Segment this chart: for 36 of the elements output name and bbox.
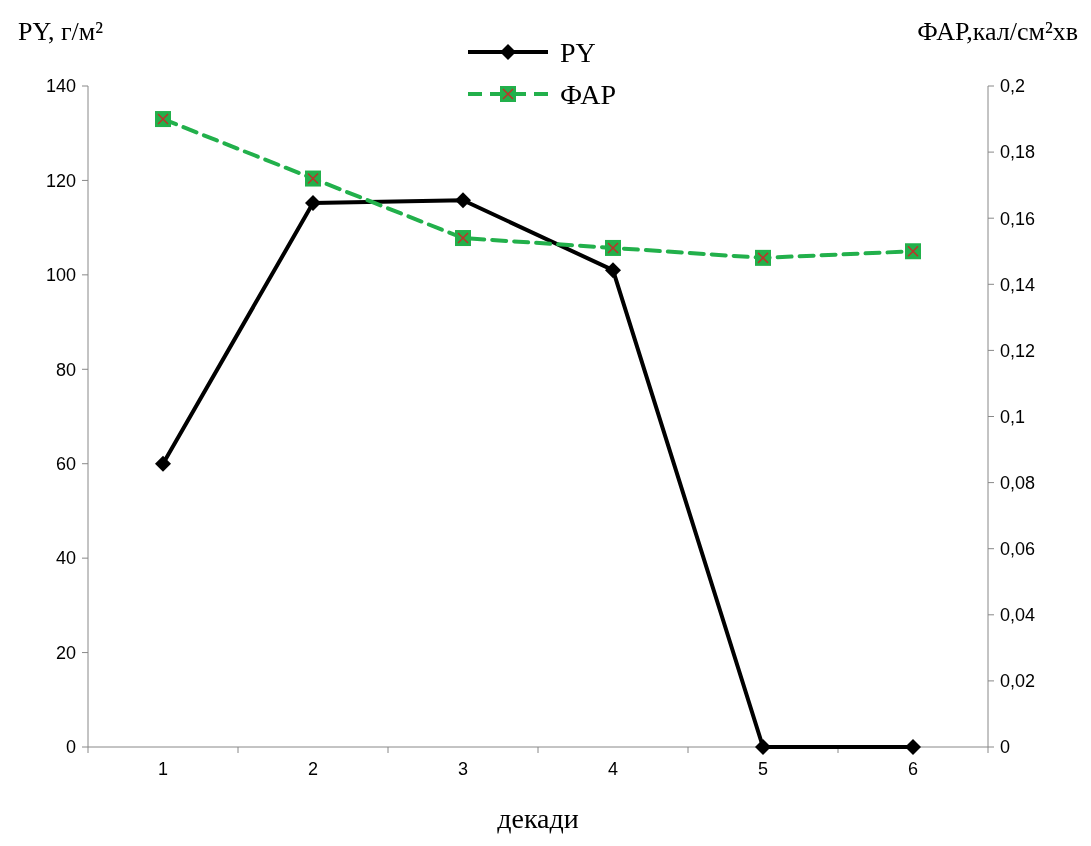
x-axis-title: декади <box>497 803 579 834</box>
y-axis-title: РY, г/м² <box>18 17 104 46</box>
y-tick-label: 140 <box>45 76 76 97</box>
point <box>305 195 321 212</box>
point <box>905 739 921 755</box>
legend-label: ФАР <box>560 78 617 110</box>
y2-axis-title: ФАР,кал/см²хв <box>917 17 1078 46</box>
y2-tick-label: 0,08 <box>1000 472 1036 493</box>
x-tick-label: 3 <box>457 759 469 779</box>
y2-tick-label: 0,12 <box>1000 340 1036 361</box>
y2-tick-label: 0,1 <box>1000 406 1026 427</box>
y2-tick-label: 0,06 <box>1000 539 1036 559</box>
y-tick-label: 60 <box>55 454 76 475</box>
point <box>605 262 621 279</box>
x-tick-label: 6 <box>907 759 919 779</box>
y-tick-label: 80 <box>55 359 76 380</box>
y-tick-label: 40 <box>55 548 76 569</box>
y2-tick-label: 0,04 <box>1000 605 1036 626</box>
y-tick-label: 100 <box>45 265 76 286</box>
x-tick-label: 1 <box>157 759 169 779</box>
x-tick-label: 4 <box>607 759 619 779</box>
point <box>755 739 771 755</box>
point <box>155 455 171 472</box>
y-tick-label: 120 <box>45 170 76 191</box>
y2-tick-label: 0,02 <box>1000 671 1036 692</box>
y2-tick-label: 0,2 <box>1000 76 1026 97</box>
legend-label: РY <box>560 36 596 68</box>
y2-tick-label: 0,16 <box>1000 208 1036 229</box>
x-tick-label: 2 <box>307 759 319 779</box>
y2-tick-label: 0,14 <box>1000 274 1036 295</box>
y2-tick-label: 0 <box>1000 737 1011 758</box>
point <box>455 192 471 209</box>
y-tick-label: 20 <box>55 642 76 663</box>
y-tick-label: 0 <box>65 737 76 758</box>
y2-tick-label: 0,18 <box>1000 142 1036 163</box>
x-tick-label: 5 <box>757 759 769 779</box>
